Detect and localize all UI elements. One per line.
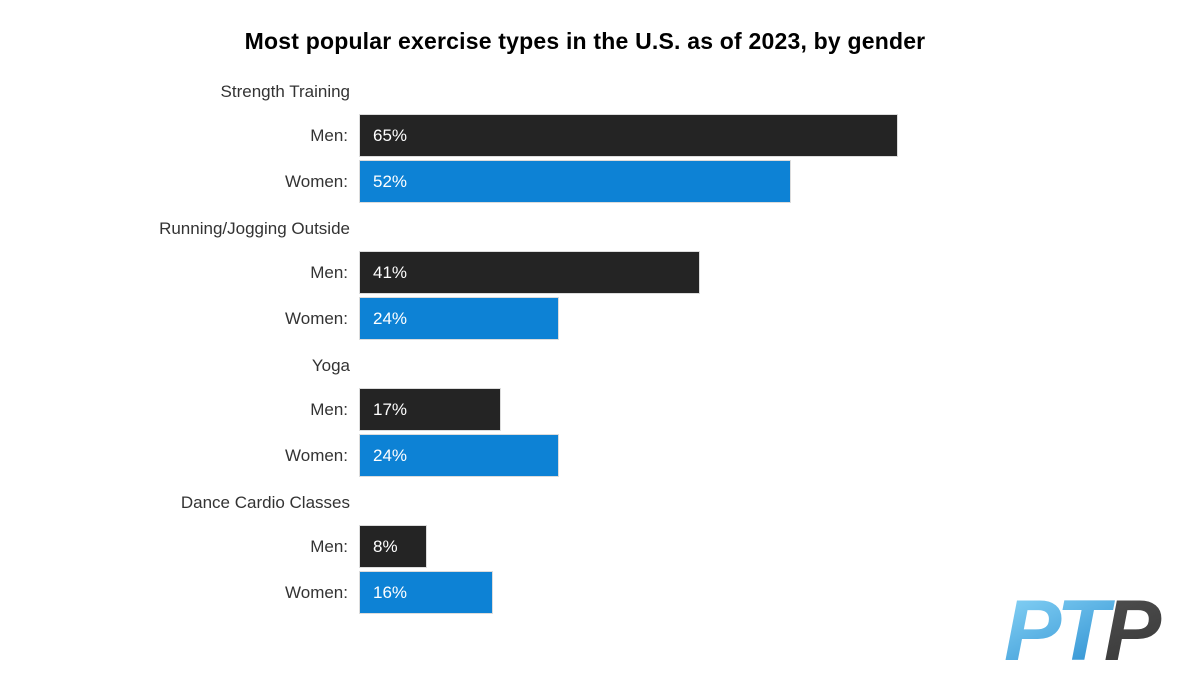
bar-row-women: Women: 24% bbox=[0, 435, 1200, 476]
bar-value: 41% bbox=[373, 263, 408, 282]
chart-title: Most popular exercise types in the U.S. … bbox=[244, 28, 926, 54]
bar-row-men: Men: 8% bbox=[0, 526, 1200, 567]
bar-value: 16% bbox=[373, 583, 408, 602]
bar-women-2: 24% bbox=[360, 298, 558, 339]
ptp-logo-text: PTP bbox=[1004, 592, 1162, 672]
series-label-men: Men: bbox=[310, 537, 348, 556]
bar-row-men: Men: 17% bbox=[0, 389, 1200, 430]
bar-value: 17% bbox=[373, 400, 408, 419]
chart-group: Strength Training Men: 65% Women: 52% bbox=[0, 82, 1200, 202]
bar-women-1: 52% bbox=[360, 161, 790, 202]
ptp-logo: PTP bbox=[1004, 592, 1167, 672]
bar-row-women: Women: 16% bbox=[0, 572, 1200, 613]
bar-women-4: 16% bbox=[360, 572, 492, 613]
series-label-women: Women: bbox=[285, 172, 348, 191]
bar-row-men: Men: 65% bbox=[0, 115, 1200, 156]
category-label: Strength Training bbox=[220, 82, 350, 101]
series-label-women: Women: bbox=[285, 446, 348, 465]
series-label-men: Men: bbox=[310, 263, 348, 282]
bar-value: 52% bbox=[373, 172, 408, 191]
category-label: Running/Jogging Outside bbox=[159, 219, 350, 238]
bar-value: 65% bbox=[373, 126, 408, 145]
bar-row-men: Men: 41% bbox=[0, 252, 1200, 293]
chart-group: Dance Cardio Classes Men: 8% Women: 16% bbox=[0, 493, 1200, 613]
category-label: Dance Cardio Classes bbox=[180, 493, 350, 512]
series-label-men: Men: bbox=[310, 126, 348, 145]
bar-value: 24% bbox=[373, 309, 408, 328]
bar-women-3: 24% bbox=[360, 435, 558, 476]
series-label-men: Men: bbox=[310, 400, 348, 419]
bar-men-1: 65% bbox=[360, 115, 897, 156]
chart-group: Yoga Men: 17% Women: 24% bbox=[0, 356, 1200, 476]
bar-value: 24% bbox=[373, 446, 408, 465]
bar-row-women: Women: 52% bbox=[0, 161, 1200, 202]
category-label: Yoga bbox=[311, 356, 350, 375]
bar-men-3: 17% bbox=[360, 389, 500, 430]
chart-group: Running/Jogging Outside Men: 41% Women: 24% bbox=[0, 219, 1200, 339]
bar-men-4: 8% bbox=[360, 526, 426, 567]
bar-row-women: Women: 24% bbox=[0, 298, 1200, 339]
bar-value: 8% bbox=[373, 537, 398, 556]
series-label-women: Women: bbox=[285, 309, 348, 328]
bar-men-2: 41% bbox=[360, 252, 699, 293]
series-label-women: Women: bbox=[285, 583, 348, 602]
